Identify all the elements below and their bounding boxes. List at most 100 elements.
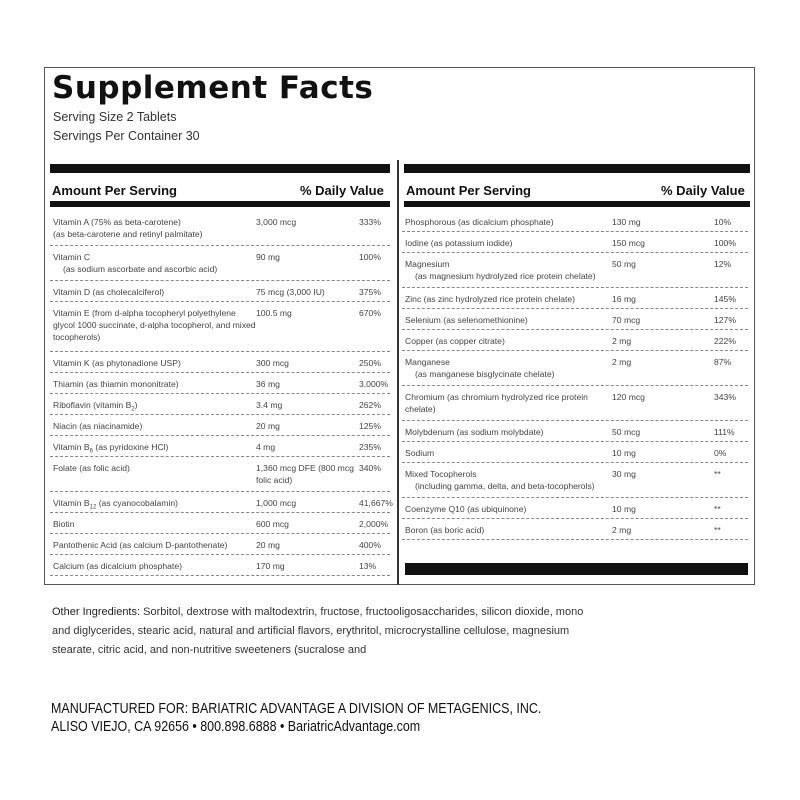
thick-divider bbox=[50, 164, 390, 173]
nutrient-daily-value: 41,667% bbox=[359, 498, 393, 508]
nutrient-row: Copper (as copper citrate) 2 mg 222% bbox=[402, 330, 748, 351]
nutrient-row: Vitamin K (as phytonadione USP) 300 mcg 25… bbox=[50, 352, 390, 373]
nutrient-daily-value: 125% bbox=[359, 421, 381, 431]
daily-value-header: % Daily Value bbox=[300, 183, 384, 198]
nutrient-name: Vitamin K (as phytonadione USP) bbox=[53, 357, 258, 369]
nutrient-daily-value: 87% bbox=[714, 357, 732, 367]
nutrient-row: Coenzyme Q10 (as ubiquinone) 10 mg ** bbox=[402, 498, 748, 519]
nutrient-amount: 90 mg bbox=[256, 252, 280, 262]
nutrient-daily-value: 145% bbox=[714, 294, 736, 304]
nutrient-name-text: Mixed Tocopherols bbox=[405, 469, 477, 479]
nutrient-name: Niacin (as niacinamide) bbox=[53, 420, 258, 432]
amount-per-serving-header: Amount Per Serving bbox=[52, 183, 177, 198]
nutrient-name-text: Pantothenic Acid (as calcium D-pantothen… bbox=[53, 540, 228, 550]
nutrient-row: Iodine (as potassium iodide) 150 mcg 100% bbox=[402, 232, 748, 253]
manufacturer-line: MANUFACTURED FOR: BARIATRIC ADVANTAGE A … bbox=[51, 701, 542, 717]
nutrient-daily-value: ** bbox=[714, 504, 721, 514]
nutrient-daily-value: 0% bbox=[714, 448, 727, 458]
nutrient-name: Vitamin A (75% as beta-carotene) (as beta… bbox=[53, 216, 258, 240]
nutrient-name-text: Coenzyme Q10 (as ubiquinone) bbox=[405, 504, 527, 514]
nutrient-name: Chromium (as chromium hydrolyzed rice pr… bbox=[405, 391, 610, 415]
nutrient-name: Phosphorous (as dicalcium phosphate) bbox=[405, 216, 610, 228]
serving-size: Serving Size 2 Tablets bbox=[53, 110, 177, 124]
nutrient-name: Mixed Tocopherols (including gamma, delta… bbox=[405, 468, 610, 492]
nutrient-row: Niacin (as niacinamide) 20 mg 125% bbox=[50, 415, 390, 436]
nutrient-name: Vitamin B12 (as cyanocobalamin) bbox=[53, 497, 258, 514]
nutrient-source: (as sodium ascorbate and ascorbic acid) bbox=[63, 264, 218, 274]
nutrient-daily-value: 670% bbox=[359, 308, 381, 318]
other-ingredients: Other Ingredients: Sorbitol, dextrose wi… bbox=[52, 603, 602, 660]
nutrient-row: Vitamin A (75% as beta-carotene) (as beta… bbox=[50, 211, 390, 246]
nutrient-name: Magnesium (as magnesium hydrolyzed rice p… bbox=[405, 258, 610, 282]
nutrient-name-text: Vitamin A (75% as beta-carotene) bbox=[53, 217, 181, 227]
nutrient-row: Molybdenum (as sodium molybdate) 50 mcg 11… bbox=[402, 421, 748, 442]
nutrient-name: Riboflavin (vitamin B2) bbox=[53, 399, 258, 416]
nutrient-amount: 2 mg bbox=[612, 525, 632, 535]
nutrient-name: Molybdenum (as sodium molybdate) bbox=[405, 426, 610, 438]
nutrient-name-text: Manganese bbox=[405, 357, 450, 367]
nutrient-name: Folate (as folic acid) bbox=[53, 462, 258, 474]
nutrient-daily-value: 100% bbox=[359, 252, 381, 262]
nutrient-row: Thiamin (as thiamin mononitrate) 36 mg 3,0… bbox=[50, 373, 390, 394]
nutrient-name: Zinc (as zinc hydrolyzed rice protein ch… bbox=[405, 293, 610, 305]
nutrient-daily-value: 2,000% bbox=[359, 519, 389, 529]
thick-divider bbox=[405, 563, 748, 575]
nutrient-name-text: Boron (as boric acid) bbox=[405, 525, 485, 535]
nutrient-name-text: Thiamin (as thiamin mononitrate) bbox=[53, 379, 179, 389]
nutrient-name: Pantothenic Acid (as calcium D-pantothen… bbox=[53, 539, 258, 551]
nutrient-daily-value: 10% bbox=[714, 217, 732, 227]
nutrient-amount: 36 mg bbox=[256, 379, 280, 389]
nutrient-daily-value: 333% bbox=[359, 217, 381, 227]
nutrient-name: Sodium bbox=[405, 447, 610, 459]
nutrient-name-text: Molybdenum (as sodium molybdate) bbox=[405, 427, 544, 437]
nutrient-row: Manganese (as manganese bisglycinate chel… bbox=[402, 351, 748, 386]
nutrient-name-text: Vitamin C bbox=[53, 252, 91, 262]
nutrient-name-end: (as pyridoxine HCl) bbox=[92, 442, 169, 452]
nutrient-name-text: Niacin (as niacinamide) bbox=[53, 421, 143, 431]
nutrient-name: Copper (as copper citrate) bbox=[405, 335, 610, 347]
subscript: 12 bbox=[89, 504, 97, 511]
nutrient-row: Mixed Tocopherols (including gamma, delta… bbox=[402, 463, 748, 498]
nutrient-name: Biotin bbox=[53, 518, 258, 530]
nutrient-daily-value: 222% bbox=[714, 336, 736, 346]
nutrient-row: Riboflavin (vitamin B2) 3.4 mg 262% bbox=[50, 394, 390, 415]
nutrient-name-text: Zinc (as zinc hydrolyzed rice protein ch… bbox=[405, 294, 576, 304]
nutrient-amount: 20 mg bbox=[256, 540, 280, 550]
panel-title: Supplement Facts bbox=[52, 70, 374, 106]
nutrient-row: Biotin 600 mcg 2,000% bbox=[50, 513, 390, 534]
supplement-facts-panel bbox=[44, 67, 755, 585]
column-divider bbox=[397, 160, 399, 585]
nutrient-amount: 120 mcg bbox=[612, 392, 645, 402]
nutrient-daily-value: 111% bbox=[714, 427, 735, 437]
other-ingredients-label: Other Ingredients: bbox=[52, 606, 141, 618]
nutrient-daily-value: 127% bbox=[714, 315, 736, 325]
nutrient-amount: 20 mg bbox=[256, 421, 280, 431]
nutrient-name-text: Chromium (as chromium hydrolyzed rice pr… bbox=[405, 392, 588, 414]
nutrient-amount: 2 mg bbox=[612, 357, 632, 367]
nutrient-row: Magnesium (as magnesium hydrolyzed rice p… bbox=[402, 253, 748, 288]
nutrient-name: Manganese (as manganese bisglycinate chel… bbox=[405, 356, 610, 380]
nutrient-row: Sodium 10 mg 0% bbox=[402, 442, 748, 463]
nutrient-row: Calcium (as dicalcium phosphate) 170 mg 13… bbox=[50, 555, 390, 576]
subscript: 6 bbox=[89, 448, 93, 455]
nutrient-amount: 10 mg bbox=[612, 504, 636, 514]
amount-per-serving-header: Amount Per Serving bbox=[406, 183, 531, 198]
nutrient-daily-value: 250% bbox=[359, 358, 381, 368]
nutrient-table-right: Phosphorous (as dicalcium phosphate) 130 … bbox=[402, 211, 748, 540]
nutrient-name: Vitamin B6 (as pyridoxine HCl) bbox=[53, 441, 258, 458]
nutrient-daily-value: 100% bbox=[714, 238, 736, 248]
nutrient-daily-value: 3,000% bbox=[359, 379, 389, 389]
nutrient-daily-value: 375% bbox=[359, 287, 381, 297]
nutrient-amount: 3,000 mcg bbox=[256, 217, 297, 227]
nutrient-row: Vitamin B6 (as pyridoxine HCl) 4 mg 235% bbox=[50, 436, 390, 457]
nutrient-amount: 2 mg bbox=[612, 336, 632, 346]
nutrient-daily-value: 235% bbox=[359, 442, 381, 452]
nutrient-name-text: Calcium (as dicalcium phosphate) bbox=[53, 561, 182, 571]
nutrient-amount: 1,000 mcg bbox=[256, 498, 297, 508]
nutrient-row: Boron (as boric acid) 2 mg ** bbox=[402, 519, 748, 540]
nutrient-name: Calcium (as dicalcium phosphate) bbox=[53, 560, 258, 572]
nutrient-amount: 50 mg bbox=[612, 259, 636, 269]
nutrient-amount: 170 mg bbox=[256, 561, 285, 571]
nutrient-name-text: Vitamin E (from d-alpha tocopheryl polye… bbox=[53, 308, 256, 342]
nutrient-name-text: Biotin bbox=[53, 519, 75, 529]
